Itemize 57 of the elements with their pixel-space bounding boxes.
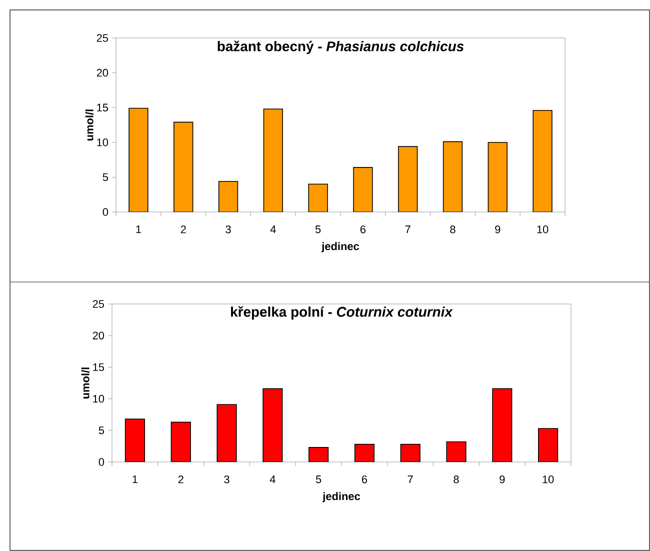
y-tick-label: 0 [98,458,104,466]
bar [308,184,328,212]
bar [170,422,191,462]
y-tick-label: 25 [92,300,104,308]
bar [538,428,558,462]
y-tick-label: 5 [98,426,104,434]
x-tick-label: 3 [224,476,230,484]
bar [446,441,466,462]
x-tick-label: 2 [178,476,184,484]
x-tick-label: 4 [270,226,276,234]
x-tick-label: 8 [454,476,459,484]
x-tick-label: 1 [132,476,138,484]
bar [353,167,373,212]
bar [442,141,463,212]
x-tick-label: 6 [362,476,368,484]
y-tick-label: 20 [92,332,104,340]
x-tick-label: 4 [270,476,276,484]
bar [488,142,508,212]
y-tick-label: 20 [96,68,108,77]
x-tick-label: 5 [316,476,322,484]
chart-title: bažant obecný - Phasianus colchicus [218,40,464,54]
x-axis-title: jedinec [322,492,360,502]
bar [532,110,552,212]
bar [354,444,374,462]
x-tick-label: 9 [495,226,500,234]
x-tick-label: 7 [405,226,410,234]
bar [398,146,418,212]
y-axis-title: umol/l [81,368,90,398]
y-tick-label: 10 [93,394,104,403]
x-tick-label: 3 [226,226,231,234]
x-tick-label: 10 [537,226,548,234]
y-tick-label: 5 [102,173,108,182]
x-tick-label: 8 [450,226,456,234]
bar [218,180,238,212]
bar [128,108,148,212]
x-tick-label: 9 [500,476,505,484]
bar [216,404,237,462]
x-tick-label: 2 [180,226,186,234]
bar [400,444,420,462]
bar [124,418,145,462]
bar [263,108,283,212]
x-tick-label: 1 [136,226,141,234]
y-tick-label: 10 [97,138,108,146]
chart-title: křepelka polní - Coturnix coturnix [231,306,453,320]
y-tick-label: 0 [102,208,108,216]
x-tick-label: 7 [408,476,413,484]
bar [174,122,194,212]
y-axis-title: umol/l [85,110,94,140]
x-axis-title: jedinec [321,242,360,252]
x-tick-label: 6 [360,226,366,234]
y-tick-label: 25 [96,34,108,42]
x-tick-label: 10 [542,476,554,484]
y-tick-label: 15 [93,363,104,372]
x-tick-label: 5 [315,226,321,234]
y-tick-label: 15 [97,104,108,112]
bar [492,388,512,462]
bar [262,388,283,462]
